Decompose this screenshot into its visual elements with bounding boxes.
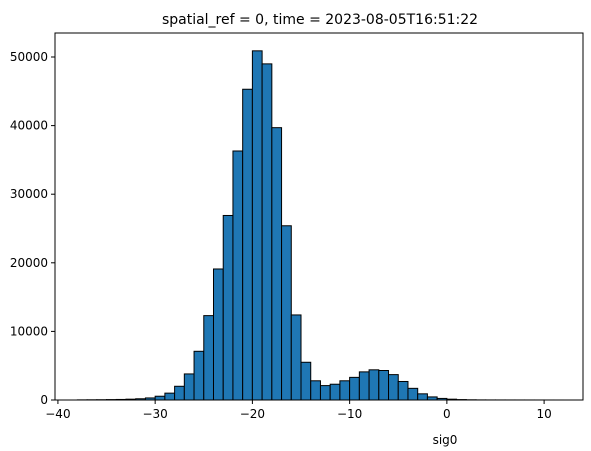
histogram-bar [251, 50, 263, 401]
histogram-bar [232, 150, 244, 401]
histogram-bar [349, 376, 360, 401]
x-tick-label: −30 [142, 407, 167, 421]
plot-frame [54, 32, 584, 401]
histogram-bar [329, 383, 341, 401]
histogram-bar [154, 395, 166, 401]
histogram-bar [271, 127, 283, 401]
histogram-bar [281, 225, 292, 401]
histogram-bar [407, 387, 419, 401]
x-tick-label: −40 [45, 407, 70, 421]
x-tick-label: −10 [337, 407, 362, 421]
histogram-bar [339, 380, 351, 401]
y-tick-label: 0 [40, 393, 48, 407]
histogram-bar [378, 370, 390, 401]
y-tick-label: 40000 [10, 119, 48, 133]
y-tick-label: 20000 [10, 256, 48, 270]
x-axis: −40 −30 −20 −10 0 10 [45, 400, 552, 421]
histogram-bar [222, 214, 234, 401]
chart-title: spatial_ref = 0, time = 2023-08-05T16:51… [162, 12, 478, 28]
x-axis-label: sig0 [433, 433, 458, 447]
histogram-bar [174, 385, 185, 401]
histogram-bar [261, 63, 273, 401]
histogram-bar [300, 361, 312, 401]
histogram-bar [212, 268, 224, 401]
histogram-bar [368, 369, 380, 401]
histogram-bar [388, 374, 399, 401]
histogram-bar [417, 393, 428, 401]
histogram-bar [193, 350, 205, 401]
y-tick-label: 10000 [10, 324, 48, 338]
histogram-bar [397, 380, 409, 401]
bars-group [76, 50, 565, 401]
histogram-bar [203, 315, 214, 401]
x-tick-label: −20 [240, 407, 265, 421]
y-axis: 0 10000 20000 30000 40000 50000 [10, 50, 55, 407]
histogram-bar [242, 88, 253, 401]
histogram-bar [358, 371, 370, 401]
x-tick-label: 10 [536, 407, 551, 421]
histogram-bar [319, 385, 331, 401]
y-tick-label: 30000 [10, 187, 48, 201]
y-tick-label: 50000 [10, 50, 48, 64]
x-tick-label: 0 [443, 407, 451, 421]
histogram-bar [183, 373, 195, 401]
histogram-bar [164, 392, 176, 401]
histogram-bar [310, 380, 321, 401]
histogram-bar [290, 314, 302, 401]
